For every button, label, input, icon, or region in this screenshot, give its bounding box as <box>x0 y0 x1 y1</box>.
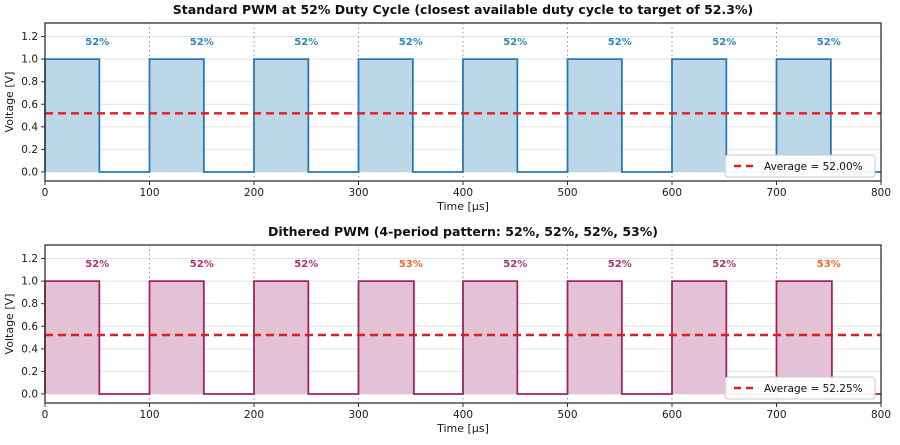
svg-text:0: 0 <box>42 187 49 199</box>
x-axis: 0 100 200 300 400 500 600 700 800 <box>42 181 891 199</box>
duty-label: 52% <box>712 37 736 48</box>
svg-text:0.2: 0.2 <box>21 144 38 156</box>
legend: Average = 52.00% <box>724 154 876 178</box>
svg-text:0.8: 0.8 <box>21 76 38 88</box>
svg-text:800: 800 <box>871 187 891 199</box>
x-axis-label: Time [µs] <box>436 200 489 213</box>
svg-text:0.6: 0.6 <box>21 321 38 333</box>
duty-label: 52% <box>294 37 318 48</box>
duty-label: 53% <box>399 259 423 270</box>
svg-text:1.2: 1.2 <box>21 253 38 265</box>
svg-text:600: 600 <box>662 187 682 199</box>
duty-label: 52% <box>503 37 527 48</box>
svg-text:300: 300 <box>348 187 368 199</box>
chart-title: Dithered PWM (4-period pattern: 52%, 52%… <box>268 224 658 239</box>
svg-text:300: 300 <box>348 409 368 421</box>
chart-background <box>0 0 900 222</box>
duty-label: 52% <box>190 37 214 48</box>
legend-label: Average = 52.00% <box>764 161 863 173</box>
x-axis: 0 100 200 300 400 500 600 700 800 <box>42 403 891 421</box>
duty-label: 52% <box>399 37 423 48</box>
pwm-dithered-chart: 52% 52% 52% 53% 52% 52% 52% 53% 0 100 200 300 400 500… <box>0 222 900 445</box>
pulse-fills <box>45 59 831 172</box>
svg-text:0.6: 0.6 <box>21 99 38 111</box>
svg-text:100: 100 <box>139 409 159 421</box>
svg-text:700: 700 <box>766 409 786 421</box>
svg-text:1.0: 1.0 <box>21 276 38 288</box>
svg-text:1.2: 1.2 <box>21 31 38 43</box>
svg-text:600: 600 <box>662 409 682 421</box>
svg-text:500: 500 <box>557 187 577 199</box>
duty-labels: 52% 52% 52% 53% 52% 52% 52% 53% <box>85 259 840 270</box>
pwm-waveform <box>44 280 881 395</box>
duty-label: 52% <box>503 259 527 270</box>
duty-label: 52% <box>85 37 109 48</box>
chart-background <box>0 222 900 445</box>
x-axis-label: Time [µs] <box>436 422 489 435</box>
duty-label: 52% <box>608 37 632 48</box>
svg-text:400: 400 <box>453 409 473 421</box>
duty-label: 52% <box>85 259 109 270</box>
svg-text:0.4: 0.4 <box>21 343 38 355</box>
legend-label: Average = 52.25% <box>764 383 863 395</box>
svg-text:100: 100 <box>139 187 159 199</box>
pulse-fills <box>45 281 832 394</box>
pwm-standard-chart: 52% 52% 52% 52% 52% 52% 52% 52% 0 100 200 300 400 500… <box>0 0 900 222</box>
svg-text:0.8: 0.8 <box>21 298 38 310</box>
y-axis-label: Voltage [V] <box>3 294 16 355</box>
legend: Average = 52.25% <box>724 376 876 400</box>
svg-text:700: 700 <box>766 187 786 199</box>
duty-label: 52% <box>817 37 841 48</box>
y-axis-label: Voltage [V] <box>3 72 16 133</box>
svg-text:500: 500 <box>557 409 577 421</box>
svg-text:0.2: 0.2 <box>21 366 38 378</box>
duty-label: 52% <box>608 259 632 270</box>
duty-label: 52% <box>190 259 214 270</box>
pwm-waveform <box>44 58 881 173</box>
duty-label: 53% <box>817 259 841 270</box>
duty-label: 52% <box>712 259 736 270</box>
svg-text:1.0: 1.0 <box>21 54 38 66</box>
y-axis: 0.0 0.2 0.4 0.6 0.8 1.0 1.2 <box>21 253 45 400</box>
duty-labels: 52% 52% 52% 52% 52% 52% 52% 52% <box>85 37 840 48</box>
svg-text:0.0: 0.0 <box>21 166 38 178</box>
svg-text:800: 800 <box>871 409 891 421</box>
svg-text:200: 200 <box>244 409 264 421</box>
y-axis: 0.0 0.2 0.4 0.6 0.8 1.0 1.2 <box>21 31 45 178</box>
duty-label: 52% <box>294 259 318 270</box>
svg-text:200: 200 <box>244 187 264 199</box>
svg-text:0: 0 <box>42 409 49 421</box>
chart-title: Standard PWM at 52% Duty Cycle (closest … <box>173 2 753 17</box>
svg-text:0.4: 0.4 <box>21 121 38 133</box>
svg-text:0.0: 0.0 <box>21 388 38 400</box>
svg-text:400: 400 <box>453 187 473 199</box>
